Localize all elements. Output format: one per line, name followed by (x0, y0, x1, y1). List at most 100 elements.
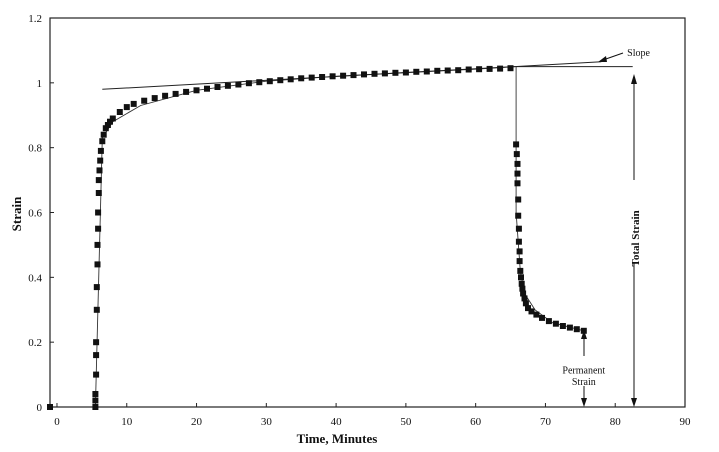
data-point-9 (94, 261, 101, 268)
data-point-48 (361, 71, 367, 78)
x-tick-label-80: 80 (610, 416, 622, 428)
data-point-42 (298, 75, 305, 82)
plot-frame (49, 17, 686, 408)
data-point-39 (266, 78, 273, 85)
data-point-67 (514, 180, 521, 187)
data-point-45 (329, 73, 336, 80)
y-tick-1.2: 1.2 (28, 13, 54, 25)
data-point-44 (319, 74, 326, 80)
data-point-83 (533, 311, 540, 318)
total-strain-label: Total Strain (630, 210, 642, 266)
data-point-38 (256, 79, 263, 86)
data-point-7 (93, 306, 100, 313)
data-point-81 (525, 305, 531, 312)
x-tick-label-0: 0 (54, 416, 60, 428)
slope-arrowhead (598, 56, 607, 62)
data-point-75 (518, 274, 524, 281)
data-point-60 (486, 65, 493, 72)
data-point-80 (522, 300, 529, 307)
data-point-70 (515, 225, 522, 232)
data-point-0 (47, 404, 53, 410)
data-point-41 (287, 76, 294, 83)
reference-lines (94, 61, 633, 408)
data-point-63 (513, 141, 520, 148)
data-point-46 (340, 72, 347, 79)
y-tick-1: 1 (37, 78, 54, 90)
y-tick-label-1.2: 1.2 (28, 13, 42, 25)
data-point-35 (224, 82, 231, 89)
data-point-40 (277, 77, 284, 84)
data-point-55 (434, 67, 441, 74)
data-point-13 (95, 190, 102, 196)
data-point-20 (102, 125, 109, 132)
data-point-88 (566, 324, 573, 331)
data-point-66 (514, 170, 521, 177)
y-tick-0.8: 0.8 (28, 143, 54, 155)
data-point-87 (559, 323, 566, 329)
data-point-85 (545, 318, 552, 325)
data-point-6 (93, 339, 100, 346)
data-point-17 (97, 147, 104, 154)
data-point-32 (193, 87, 200, 94)
data-point-51 (392, 69, 399, 76)
data-point-73 (516, 258, 523, 265)
data-point-49 (371, 70, 378, 77)
data-point-53 (413, 68, 420, 75)
x-tick-label-70: 70 (540, 416, 552, 428)
data-point-89 (573, 326, 580, 333)
y-tick-label-0.6: 0.6 (28, 208, 42, 220)
data-point-5 (93, 352, 100, 359)
data-point-16 (97, 157, 104, 164)
data-point-59 (476, 66, 483, 73)
x-tick-label-50: 50 (400, 416, 412, 428)
x-tick-label-20: 20 (191, 416, 203, 428)
y-axis: 0 0.2 0.4 0.6 0.8 1 1.2 (28, 13, 54, 414)
data-point-19 (100, 131, 107, 138)
permanent-strain-label-line1: Permanent (562, 366, 605, 377)
data-point-47 (350, 72, 357, 79)
data-point-56 (444, 67, 451, 74)
data-point-86 (552, 320, 559, 327)
permanent-strain-arrowhead-down (581, 398, 587, 407)
drop-line (515, 66, 584, 332)
x-tick-70: 70 (540, 403, 552, 428)
data-point-15 (96, 167, 103, 174)
permanent-strain-arrowhead-up (581, 330, 587, 339)
x-tick-50: 50 (400, 403, 412, 428)
permanent-strain-label-line2: Strain (572, 377, 596, 388)
x-tick-90: 90 (680, 403, 691, 428)
data-point-78 (520, 290, 527, 297)
x-tick-80: 80 (610, 403, 622, 428)
x-tick-20: 20 (191, 403, 203, 428)
x-tick-label-60: 60 (470, 416, 482, 428)
data-point-26 (130, 100, 137, 107)
x-axis: 0 10 20 30 40 50 60 70 80 90 (54, 403, 691, 428)
data-point-3 (92, 391, 99, 397)
slope-label: Slope (627, 48, 650, 59)
data-point-27 (141, 97, 148, 104)
y-tick-label-0.4: 0.4 (28, 272, 42, 284)
y-tick-label-0.8: 0.8 (28, 143, 42, 155)
data-point-1 (92, 404, 99, 410)
data-point-52 (402, 69, 409, 76)
data-point-69 (515, 212, 522, 219)
data-point-77 (519, 285, 526, 292)
data-point-57 (455, 67, 462, 74)
x-tick-label-40: 40 (331, 416, 343, 428)
data-point-12 (95, 209, 102, 216)
data-point-76 (518, 280, 525, 287)
data-point-74 (517, 267, 524, 274)
data-point-10 (94, 241, 101, 248)
data-point-68 (515, 196, 522, 203)
data-point-30 (172, 90, 179, 97)
x-tick-30: 30 (261, 403, 272, 428)
y-tick-0.6: 0.6 (28, 208, 54, 220)
data-point-58 (465, 66, 472, 73)
data-point-71 (515, 238, 522, 245)
data-point-34 (214, 84, 221, 90)
y-tick-label-0.2: 0.2 (28, 337, 42, 349)
x-tick-60: 60 (470, 403, 482, 428)
data-point-28 (151, 95, 158, 102)
data-point-61 (497, 65, 504, 72)
